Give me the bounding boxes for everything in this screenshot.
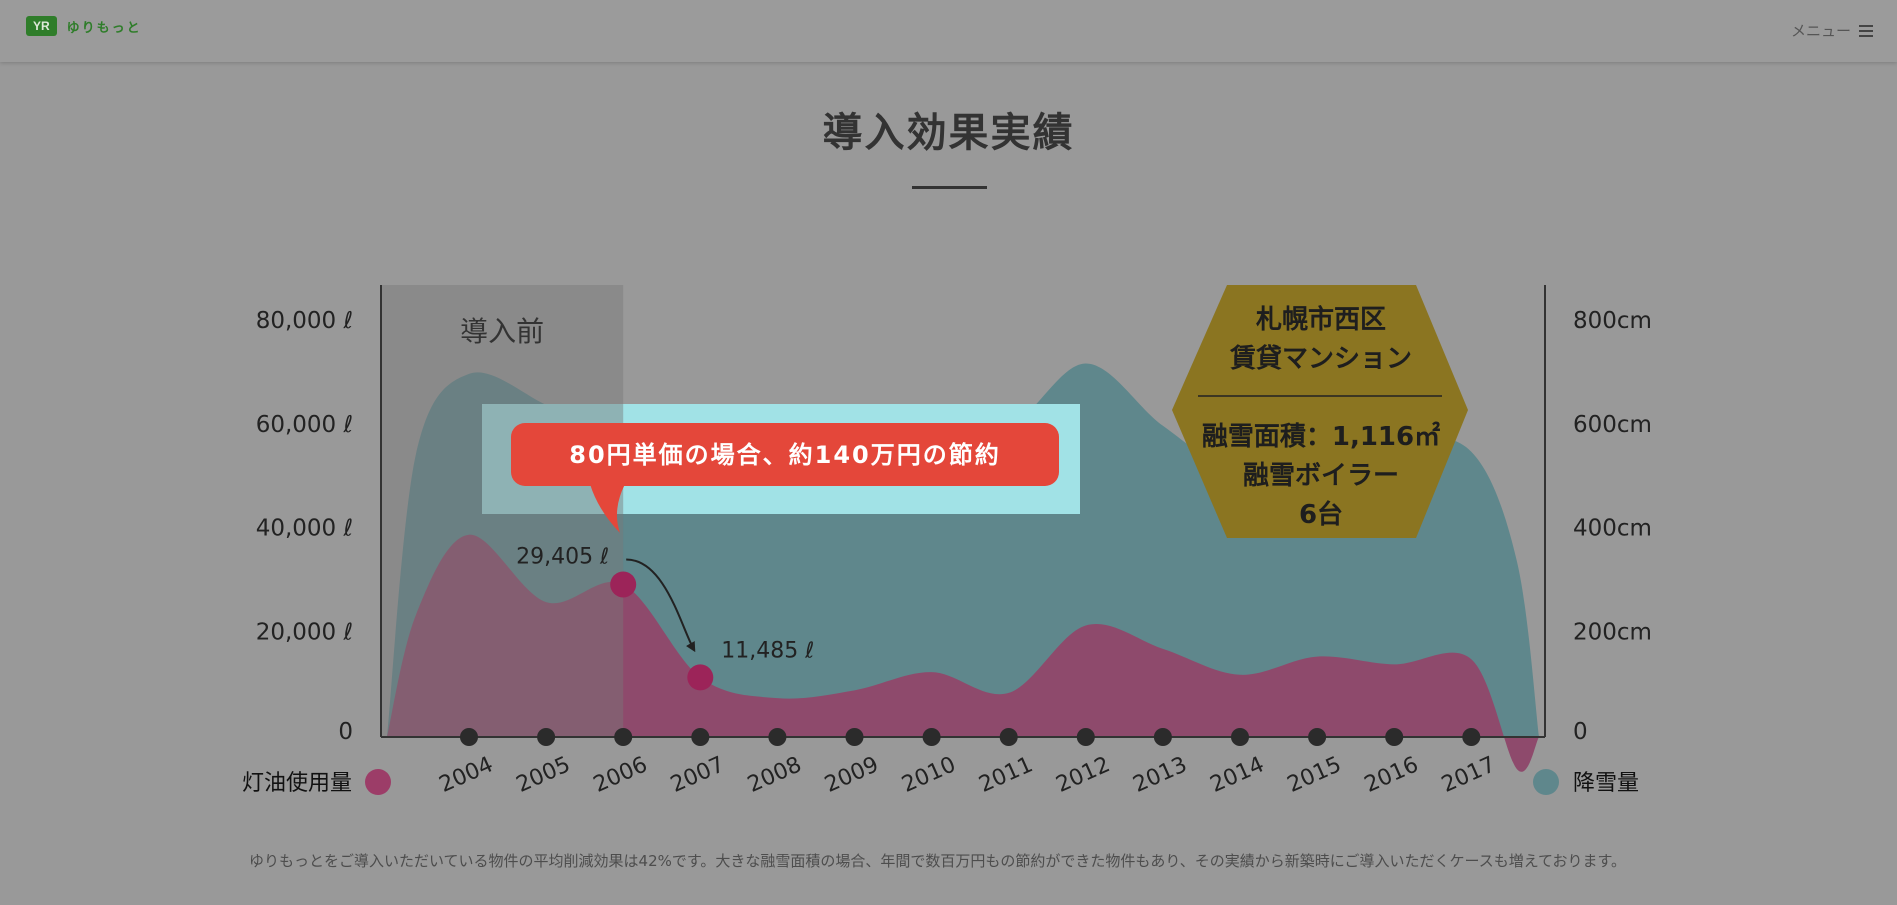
y-left-tick-label: 80,000 ℓ — [256, 308, 353, 334]
callout-text: 80円単価の場合、約140万円の節約 — [569, 441, 1001, 469]
y-right-tick-label: 800cm — [1573, 308, 1652, 334]
callout-tail — [590, 484, 625, 533]
menu-label: メニュー — [1790, 22, 1851, 40]
x-tick-label: 2006 — [590, 752, 651, 798]
x-tick-label: 2005 — [513, 752, 574, 798]
legend-kerosene-label: 灯油使用量 — [242, 771, 352, 796]
info-line-4: 融雪ボイラー — [1243, 461, 1399, 491]
x-tick-dot — [1462, 728, 1481, 746]
legend-kerosene-swatch — [365, 769, 391, 795]
x-tick-label: 2016 — [1361, 752, 1422, 798]
y-left-tick-label: 0 — [338, 719, 353, 745]
x-tick-label: 2011 — [975, 752, 1036, 798]
x-tick-label: 2014 — [1207, 752, 1268, 798]
x-tick-dot — [537, 728, 556, 746]
x-tick-label: 2009 — [821, 752, 882, 798]
x-tick-label: 2008 — [744, 752, 805, 798]
x-tick-label: 2004 — [436, 752, 497, 798]
y-left-tick-label: 60,000 ℓ — [256, 412, 353, 438]
x-tick-dot — [922, 728, 941, 746]
legend-snowfall-label: 降雪量 — [1573, 771, 1639, 796]
legend-snowfall-swatch — [1533, 769, 1559, 795]
menu-button[interactable]: メニュー — [1791, 20, 1873, 41]
reduction-arrow — [626, 558, 696, 653]
info-line-1: 札幌市西区 — [1256, 304, 1386, 335]
site-header: YR ゆりもっと メニュー — [0, 0, 1897, 62]
x-tick-dot — [1153, 728, 1172, 746]
x-tick-dot — [845, 728, 864, 746]
annotation-label-2007: 11,485 ℓ — [721, 638, 814, 663]
y-right-tick-label: 200cm — [1573, 619, 1652, 645]
x-tick-dot — [1076, 728, 1095, 746]
y-right-tick-label: 600cm — [1573, 412, 1652, 438]
snowfall-area — [387, 363, 1539, 737]
x-tick-dot — [768, 728, 787, 746]
x-tick-dot — [1385, 728, 1404, 746]
x-tick-dot — [614, 728, 633, 746]
info-hexagon — [1172, 285, 1468, 538]
page-title: 導入効果実績 — [822, 110, 1075, 156]
x-tick-dot — [1231, 728, 1249, 746]
annotation-label-2006: 29,405 ℓ — [516, 544, 609, 569]
x-tick-dot — [1308, 728, 1327, 746]
y-left-tick-label: 40,000 ℓ — [256, 516, 353, 542]
description-text: ゆりもっとをご導入いただいている物件の平均削減効果は42%です。大きな融雪面積の… — [249, 852, 1627, 870]
x-tick-dot — [460, 728, 478, 746]
x-tick-dot — [999, 728, 1018, 746]
x-tick-label: 2010 — [898, 752, 959, 798]
logo[interactable]: YR ゆりもっと — [26, 16, 142, 36]
pre-install-region — [381, 285, 624, 737]
x-tick-label: 2013 — [1130, 752, 1191, 798]
pre-install-label: 導入前 — [460, 315, 544, 348]
x-tick-label: 2007 — [667, 752, 728, 798]
x-tick-label: 2012 — [1052, 752, 1113, 798]
logo-badge: YR — [26, 16, 57, 36]
info-line-2: 賃貸マンション — [1229, 343, 1412, 374]
y-left-tick-label: 20,000 ℓ — [256, 619, 353, 645]
y-right-tick-label: 0 — [1573, 719, 1588, 745]
y-right-tick-label: 400cm — [1573, 516, 1652, 542]
x-tick-label: 2015 — [1284, 752, 1345, 798]
info-line-5: 6台 — [1299, 499, 1343, 530]
logo-text: ゆりもっと — [66, 20, 142, 36]
title-underline — [912, 186, 987, 189]
hamburger-icon — [1859, 24, 1873, 37]
x-tick-dot — [691, 728, 710, 746]
x-tick-label: 2017 — [1438, 752, 1499, 798]
annotation-point-2007 — [687, 664, 714, 691]
info-line-3: 融雪面積：1,116㎡ — [1202, 421, 1440, 452]
kerosene-area — [387, 534, 1539, 772]
annotation-point-2006 — [610, 571, 637, 598]
callout-bubble — [511, 423, 1059, 486]
